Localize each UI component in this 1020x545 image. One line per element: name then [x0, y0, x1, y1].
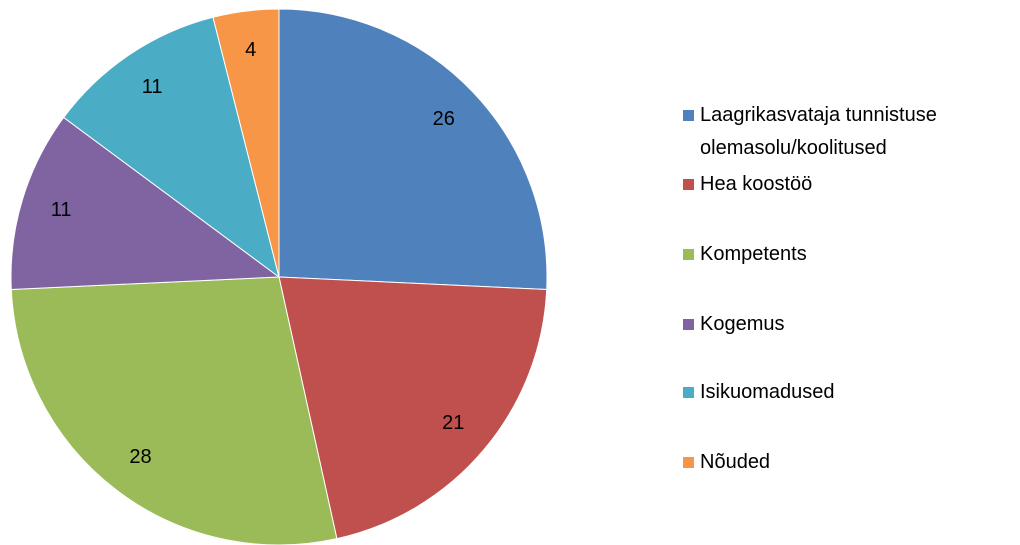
legend-item: Laagrikasvataja tunnistuse olemasolu/koo…: [683, 99, 983, 165]
legend-label: Laagrikasvataja tunnistuse olemasolu/koo…: [700, 104, 937, 159]
data-label: 11: [142, 76, 163, 98]
legend-item: Kogemus: [683, 308, 983, 341]
legend-item: Isikuomadused: [683, 376, 983, 409]
legend-label: Kogemus: [700, 313, 785, 335]
pie-slice: [10, 116, 281, 291]
legend-swatch: [683, 249, 694, 260]
legend-label: Kompetents: [700, 243, 807, 265]
data-label: 4: [245, 39, 256, 61]
data-label: 11: [51, 199, 72, 221]
legend-label: Hea koostöö: [700, 173, 813, 195]
legend-label: Nõuded: [700, 451, 771, 473]
pie-slice: [62, 16, 280, 279]
legend-item: Hea koostöö: [683, 168, 983, 201]
legend-item: Nõuded: [683, 446, 983, 479]
legend-swatch: [683, 387, 694, 398]
legend-label: Isikuomadused: [700, 381, 835, 403]
pie-slice: [212, 8, 280, 278]
data-label: 26: [433, 108, 455, 130]
legend-swatch: [683, 179, 694, 190]
legend-swatch: [683, 319, 694, 330]
pie-slice: [278, 8, 548, 291]
legend-swatch: [683, 457, 694, 468]
legend-item: Kompetents: [683, 238, 983, 271]
legend-swatch: [683, 110, 694, 121]
pie-slice: [278, 276, 548, 540]
data-label: 28: [129, 446, 151, 468]
pie-slice: [10, 276, 338, 545]
data-label: 21: [442, 412, 464, 434]
